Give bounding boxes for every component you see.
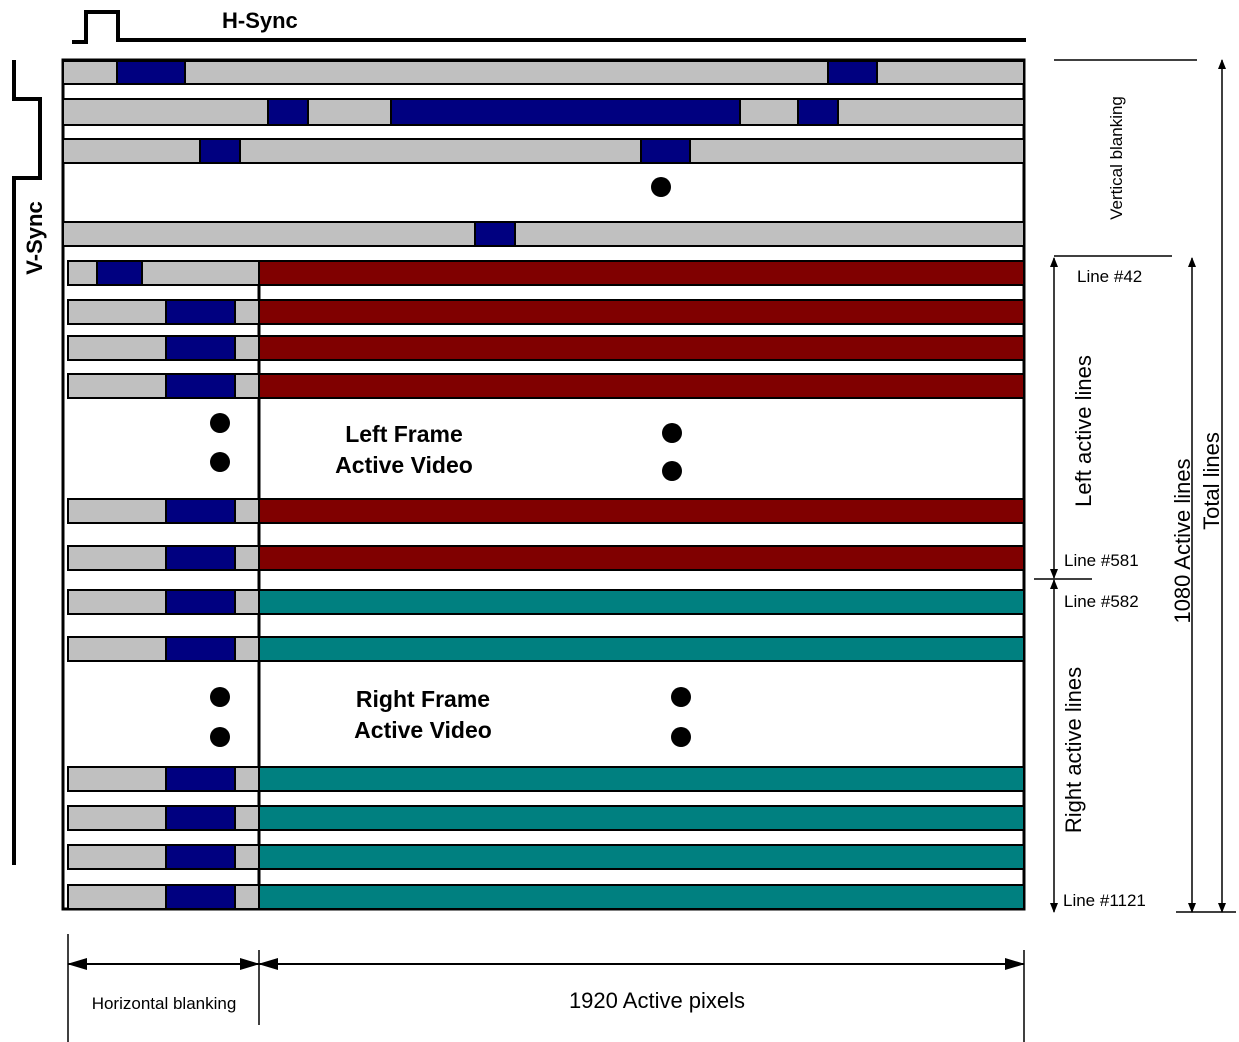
left-active-segment bbox=[258, 260, 1025, 286]
sync-pulse bbox=[390, 98, 741, 126]
ellipsis-dot bbox=[662, 423, 682, 443]
left-active-segment bbox=[258, 545, 1025, 571]
ellipsis-dot bbox=[662, 461, 682, 481]
sync-pulse bbox=[827, 60, 878, 85]
sync-pulse bbox=[165, 545, 236, 571]
active-pixels-label: 1920 Active pixels bbox=[569, 988, 745, 1013]
left-active-lines-label: Left active lines bbox=[1071, 355, 1096, 507]
hsync-label: H-Sync bbox=[222, 8, 298, 33]
sync-pulse bbox=[165, 844, 236, 870]
right-active-segment bbox=[258, 766, 1025, 792]
blanking-line bbox=[62, 221, 1025, 247]
ellipsis-dot bbox=[651, 177, 671, 197]
sync-pulse bbox=[165, 299, 236, 325]
line-582-label: Line #582 bbox=[1064, 592, 1139, 611]
sync-pulse bbox=[116, 60, 186, 85]
left-active-segment bbox=[258, 373, 1025, 399]
sync-pulse bbox=[474, 221, 516, 247]
ellipsis-dot bbox=[671, 687, 691, 707]
left-frame-title: Left Frame bbox=[345, 421, 463, 447]
right-frame-lines bbox=[67, 589, 1025, 910]
ellipsis-dot bbox=[210, 687, 230, 707]
vertical-blanking-lines bbox=[62, 60, 1025, 247]
sync-pulse bbox=[165, 498, 236, 524]
active-lines-1080-label: 1080 Active lines bbox=[1170, 458, 1195, 623]
sync-pulse bbox=[165, 335, 236, 361]
vertical-blanking-label: Vertical blanking bbox=[1107, 96, 1126, 220]
sync-pulse bbox=[165, 373, 236, 399]
sync-pulse bbox=[165, 589, 236, 615]
line-581-label: Line #581 bbox=[1064, 551, 1139, 570]
vsync-waveform bbox=[12, 60, 42, 865]
left-active-segment bbox=[258, 335, 1025, 361]
hsync-waveform bbox=[72, 10, 1026, 44]
ellipsis-dot bbox=[210, 413, 230, 433]
sync-pulse bbox=[797, 98, 839, 126]
blanking-line bbox=[62, 60, 1025, 85]
sync-pulse bbox=[96, 260, 143, 286]
total-lines-label: Total lines bbox=[1199, 432, 1224, 530]
right-active-segment bbox=[258, 636, 1025, 662]
horizontal-blanking-label: Horizontal blanking bbox=[92, 994, 237, 1013]
ellipsis-dot bbox=[210, 452, 230, 472]
right-active-segment bbox=[258, 844, 1025, 870]
right-active-lines-label: Right active lines bbox=[1061, 667, 1086, 833]
sync-pulse bbox=[267, 98, 309, 126]
left-active-segment bbox=[258, 498, 1025, 524]
sync-pulse bbox=[640, 138, 691, 164]
left-active-segment bbox=[258, 299, 1025, 325]
left-frame-lines bbox=[67, 260, 1025, 571]
right-active-segment bbox=[258, 589, 1025, 615]
vsync-label: V-Sync bbox=[22, 201, 47, 274]
right-frame-subtitle: Active Video bbox=[354, 717, 492, 743]
ellipsis-dot bbox=[671, 727, 691, 747]
right-active-segment bbox=[258, 805, 1025, 831]
right-frame-title: Right Frame bbox=[356, 686, 490, 712]
ellipsis-dot bbox=[210, 727, 230, 747]
sync-pulse bbox=[199, 138, 241, 164]
line-42-label: Line #42 bbox=[1077, 267, 1142, 286]
left-frame-subtitle: Active Video bbox=[335, 452, 473, 478]
sync-pulse bbox=[165, 884, 236, 910]
line-1121-label: Line #1121 bbox=[1063, 891, 1146, 910]
sync-pulse bbox=[165, 805, 236, 831]
right-active-segment bbox=[258, 884, 1025, 910]
sync-pulse bbox=[165, 766, 236, 792]
sync-pulse bbox=[165, 636, 236, 662]
